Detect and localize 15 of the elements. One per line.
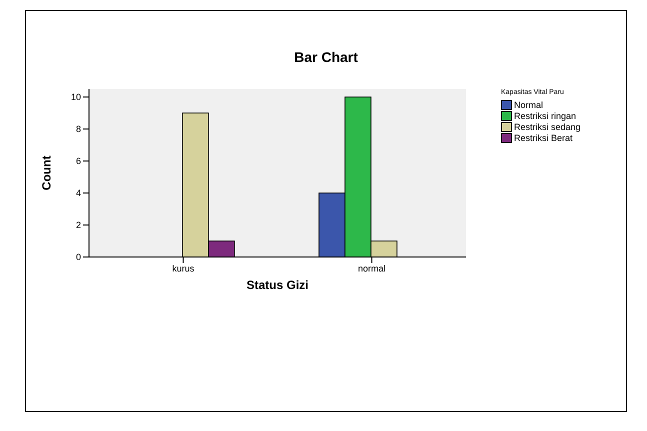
x-tick-label: kurus bbox=[172, 263, 195, 274]
legend-label: Restriksi ringan bbox=[514, 110, 576, 120]
x-axis-title: Status Gizi bbox=[246, 278, 309, 292]
y-tick-label: 2 bbox=[76, 220, 81, 230]
y-axis-title: Count bbox=[39, 156, 54, 190]
y-tick-label: 0 bbox=[76, 252, 81, 262]
chart-title: Bar Chart bbox=[293, 49, 359, 65]
y-tick-label: 10 bbox=[70, 92, 81, 102]
legend-label: Normal bbox=[514, 100, 544, 110]
x-tick-label: normal bbox=[358, 263, 386, 274]
y-tick-label: 6 bbox=[76, 156, 81, 166]
y-tick-label: 4 bbox=[76, 188, 81, 198]
legend-label: Restriksi Berat bbox=[514, 132, 573, 142]
y-tick-label: 8 bbox=[76, 124, 81, 134]
legend-label: Restriksi sedang bbox=[514, 122, 581, 132]
